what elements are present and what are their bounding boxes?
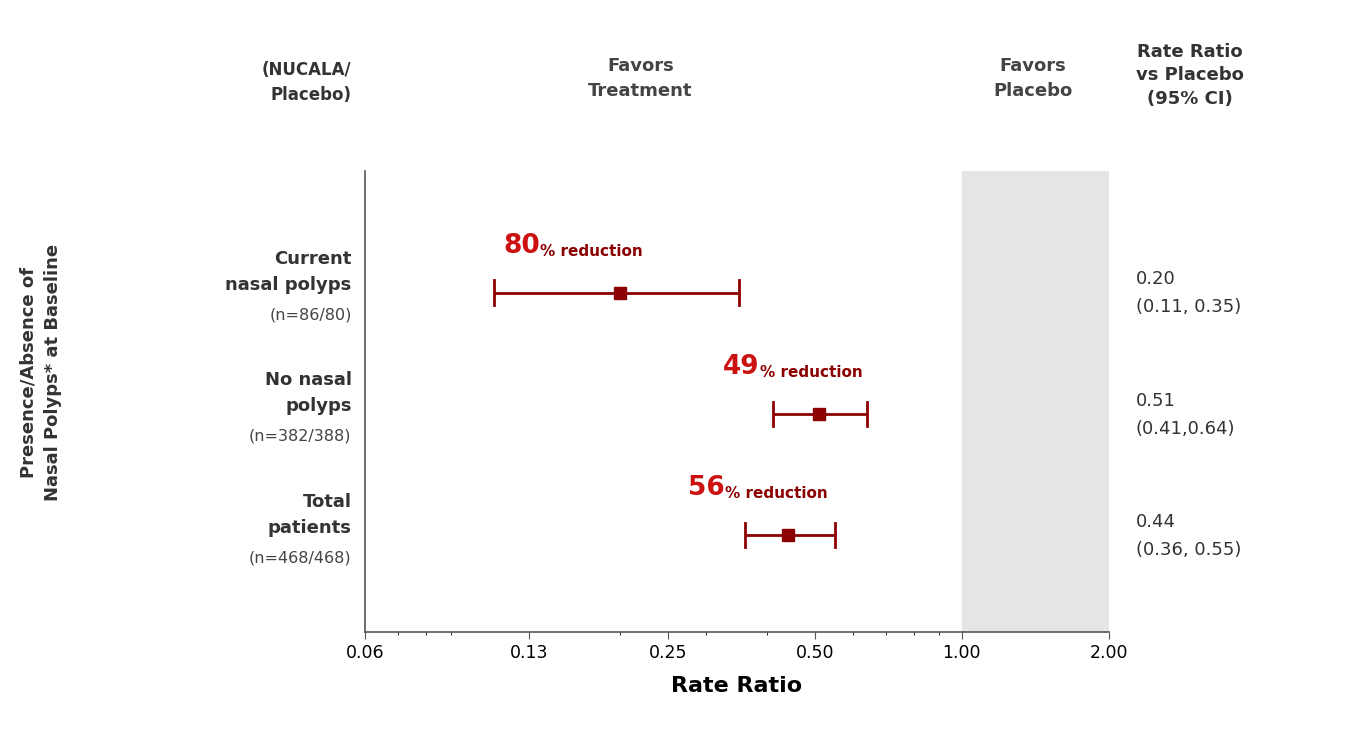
Bar [961,171,1109,632]
Text: 0.44: 0.44 [1136,513,1176,531]
Text: % reduction: % reduction [760,365,863,380]
Text: Rate Ratio
vs Placebo
(95% CI): Rate Ratio vs Placebo (95% CI) [1136,42,1244,108]
Text: % reduction: % reduction [539,243,642,258]
Text: (n=382/388): (n=382/388) [249,429,352,443]
Text: Presence/Absence of
Nasal Polyps* at Baseline: Presence/Absence of Nasal Polyps* at Bas… [19,243,62,501]
Text: nasal polyps: nasal polyps [226,276,352,294]
X-axis label: Rate Ratio: Rate Ratio [672,676,802,696]
Text: Favors
Treatment: Favors Treatment [588,57,692,100]
Text: Favors
Placebo: Favors Placebo [994,57,1072,100]
Text: 0.51: 0.51 [1136,391,1175,409]
Text: polyps: polyps [285,397,352,415]
Text: 80: 80 [503,233,539,258]
Text: (0.11, 0.35): (0.11, 0.35) [1136,298,1241,316]
Text: Total: Total [303,493,352,511]
Text: (NUCALA/
Placebo): (NUCALA/ Placebo) [262,61,352,104]
Text: Current: Current [274,250,352,268]
Text: 49: 49 [723,354,760,380]
Text: % reduction: % reduction [725,487,827,501]
Text: (0.41,0.64): (0.41,0.64) [1136,420,1236,437]
Text: (0.36, 0.55): (0.36, 0.55) [1136,541,1241,559]
Text: (n=468/468): (n=468/468) [249,550,352,565]
Text: patients: patients [268,519,352,537]
Text: 56: 56 [688,475,725,501]
Text: (n=86/80): (n=86/80) [269,307,352,322]
Text: 0.20: 0.20 [1136,270,1175,288]
Text: No nasal: No nasal [265,371,352,389]
